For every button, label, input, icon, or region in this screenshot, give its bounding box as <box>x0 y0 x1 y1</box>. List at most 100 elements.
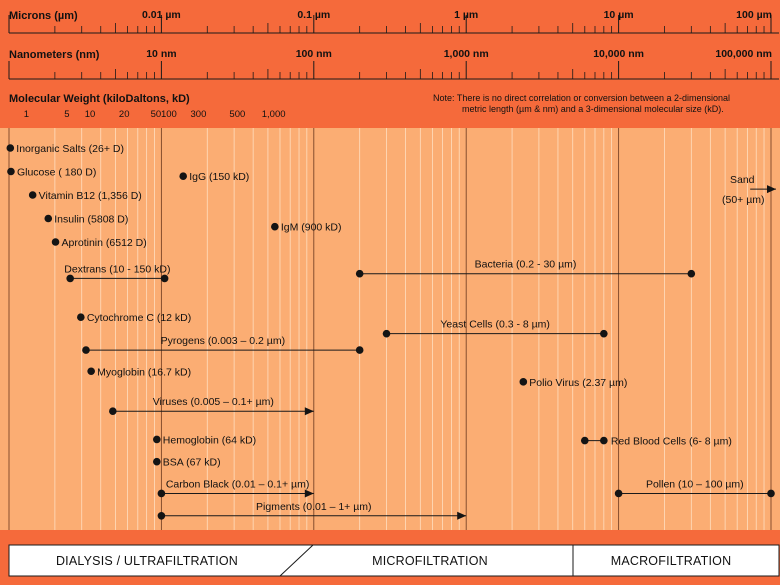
microns-scale-title: Microns (µm) <box>9 10 78 22</box>
data-point-dot <box>271 222 279 231</box>
mw-tick-label: 100 <box>161 109 177 120</box>
data-point-dot <box>355 269 364 278</box>
item-label: Pigments (0.01 – 1+ µm) <box>256 501 371 513</box>
mw-tick-label: 500 <box>229 109 245 120</box>
data-point-dot <box>160 274 169 283</box>
data-point-dot <box>157 511 166 520</box>
ruler-tick-label: 100 nm <box>296 48 332 60</box>
arrow-head <box>304 489 314 498</box>
arrow-head <box>767 185 776 194</box>
mw-tick-label: 300 <box>191 109 207 120</box>
data-point-dot <box>82 346 90 354</box>
item-label: Dextrans (10 - 150 kD) <box>64 263 170 275</box>
item-7: Dextrans (10 - 150 kD) <box>64 263 171 283</box>
item-label: Pollen (10 – 100 µm) <box>646 478 744 490</box>
ruler-tick-label: 0.1 µm <box>297 9 330 21</box>
data-point-dot <box>51 238 60 246</box>
data-point-dot <box>6 144 15 152</box>
item-0: Inorganic Salts (26+ D) <box>6 143 124 155</box>
item-17: BSA (67 kD) <box>153 457 221 469</box>
chart-area <box>0 128 780 530</box>
data-point-dot <box>600 436 608 445</box>
item-label: Red Blood Cells (6- 8 µm) <box>611 436 732 448</box>
item-3: Vitamin B12 (1,356 D) <box>28 190 142 202</box>
particle-items: Inorganic Salts (26+ D) Glucose ( 180 D) I… <box>6 143 776 520</box>
item-19: Pollen (10 – 100 µm) <box>614 478 775 498</box>
arrow-head <box>304 407 314 416</box>
data-point-dot <box>109 407 117 416</box>
item-label: Myoglobin (16.7 kD) <box>97 366 191 378</box>
band-divider-slant <box>279 544 314 577</box>
data-point-dot <box>153 457 161 466</box>
item-9: Cytochrome C (12 kD) <box>77 312 191 324</box>
item-label: Inorganic Salts (26+ D) <box>16 143 124 155</box>
data-point-dot <box>77 313 85 322</box>
data-point-dot <box>580 436 589 445</box>
molecular-weight-labels: 1 5 10 20 50 100 300 500 1,000 <box>24 109 286 120</box>
ruler-tick-label: 10 nm <box>146 48 176 60</box>
mw-tick-label: 10 <box>85 109 96 120</box>
item-label: Aprotinin (6512 D) <box>62 237 147 249</box>
item-11: Pyrogens (0.003 – 0.2 µm) <box>82 335 364 354</box>
band-macrofiltration: MACROFILTRATION <box>611 554 732 568</box>
item-15: Hemoglobin (64 kD) <box>153 434 256 446</box>
data-point-dot <box>519 378 528 386</box>
data-point-dot <box>66 274 74 283</box>
item-label: Hemoglobin (64 kD) <box>163 434 256 446</box>
ruler-tick-label: 0.01 µm <box>142 9 181 21</box>
arrow-head <box>457 511 467 520</box>
mw-tick-label: 20 <box>119 109 130 120</box>
item-label: Sand <box>730 174 755 186</box>
item-5: IgM (900 kD) <box>271 222 342 234</box>
decade-gridlines <box>8 128 772 530</box>
item-2: IgG (150 kD) <box>179 171 249 183</box>
ruler-tick-label: 10 µm <box>604 9 634 21</box>
mw-tick-label: 5 <box>64 109 69 120</box>
item-label: IgG (150 kD) <box>189 171 249 183</box>
data-point-dot <box>687 269 696 278</box>
microns-ruler: 0.01 µm 0.1 µm 1 µm 10 µm 100 µm <box>8 9 779 34</box>
item-sublabel: (50+ µm) <box>722 194 765 206</box>
item-20: Pigments (0.01 – 1+ µm) <box>157 501 467 520</box>
item-label: Vitamin B12 (1,356 D) <box>39 190 142 202</box>
band-bar-frame <box>8 544 780 577</box>
data-point-dot <box>7 167 15 176</box>
ruler-tick-label: 1,000 nm <box>444 48 489 60</box>
item-10: Yeast Cells (0.3 - 8 µm) <box>382 319 608 338</box>
data-point-dot <box>44 214 53 223</box>
item-8: Bacteria (0.2 - 30 µm) <box>355 259 696 278</box>
mw-tick-label: 1,000 <box>262 109 286 120</box>
item-label: Pyrogens (0.003 – 0.2 µm) <box>161 335 286 347</box>
item-label: Cytochrome C (12 kD) <box>87 312 191 324</box>
item-label: Viruses (0.005 – 0.1+ µm) <box>153 396 274 408</box>
item-16: Red Blood Cells (6- 8 µm) <box>580 436 732 448</box>
data-point-dot <box>87 367 95 376</box>
ruler-tick-label: 100,000 nm <box>715 48 772 60</box>
mw-tick-label: 1 <box>24 109 29 120</box>
ruler-tick-label: 100 µm <box>736 9 772 21</box>
data-point-dot <box>382 329 391 338</box>
item-12: Myoglobin (16.7 kD) <box>87 366 191 378</box>
data-point-dot <box>600 329 608 338</box>
item-14: Viruses (0.005 – 0.1+ µm) <box>109 396 314 416</box>
note-line-1: Note: There is no direct correlation or … <box>433 93 730 103</box>
ruler-tick-label: 10,000 nm <box>593 48 644 60</box>
data-point-dot <box>355 346 364 354</box>
data-point-dot <box>28 191 37 199</box>
item-21: Sand (50+ µm) <box>722 174 776 206</box>
item-label: Bacteria (0.2 - 30 µm) <box>475 259 577 271</box>
data-point-dot <box>767 489 775 498</box>
band-microfiltration: MICROFILTRATION <box>372 554 488 568</box>
item-label: Polio Virus (2.37 µm) <box>529 377 627 389</box>
item-1: Glucose ( 180 D) <box>7 167 96 179</box>
item-4: Insulin (5808 D) <box>44 214 128 226</box>
item-label: IgM (900 kD) <box>281 222 342 234</box>
nanometers-ruler: 10 nm 100 nm 1,000 nm 10,000 nm 100,000 nm <box>8 48 779 80</box>
item-label: Yeast Cells (0.3 - 8 µm) <box>440 319 550 331</box>
item-13: Polio Virus (2.37 µm) <box>519 377 627 389</box>
data-point-dot <box>614 489 623 498</box>
item-label: Carbon Black (0.01 – 0.1+ µm) <box>166 478 310 490</box>
nanometers-scale-title: Nanometers (nm) <box>9 49 100 61</box>
data-point-dot <box>179 172 187 180</box>
